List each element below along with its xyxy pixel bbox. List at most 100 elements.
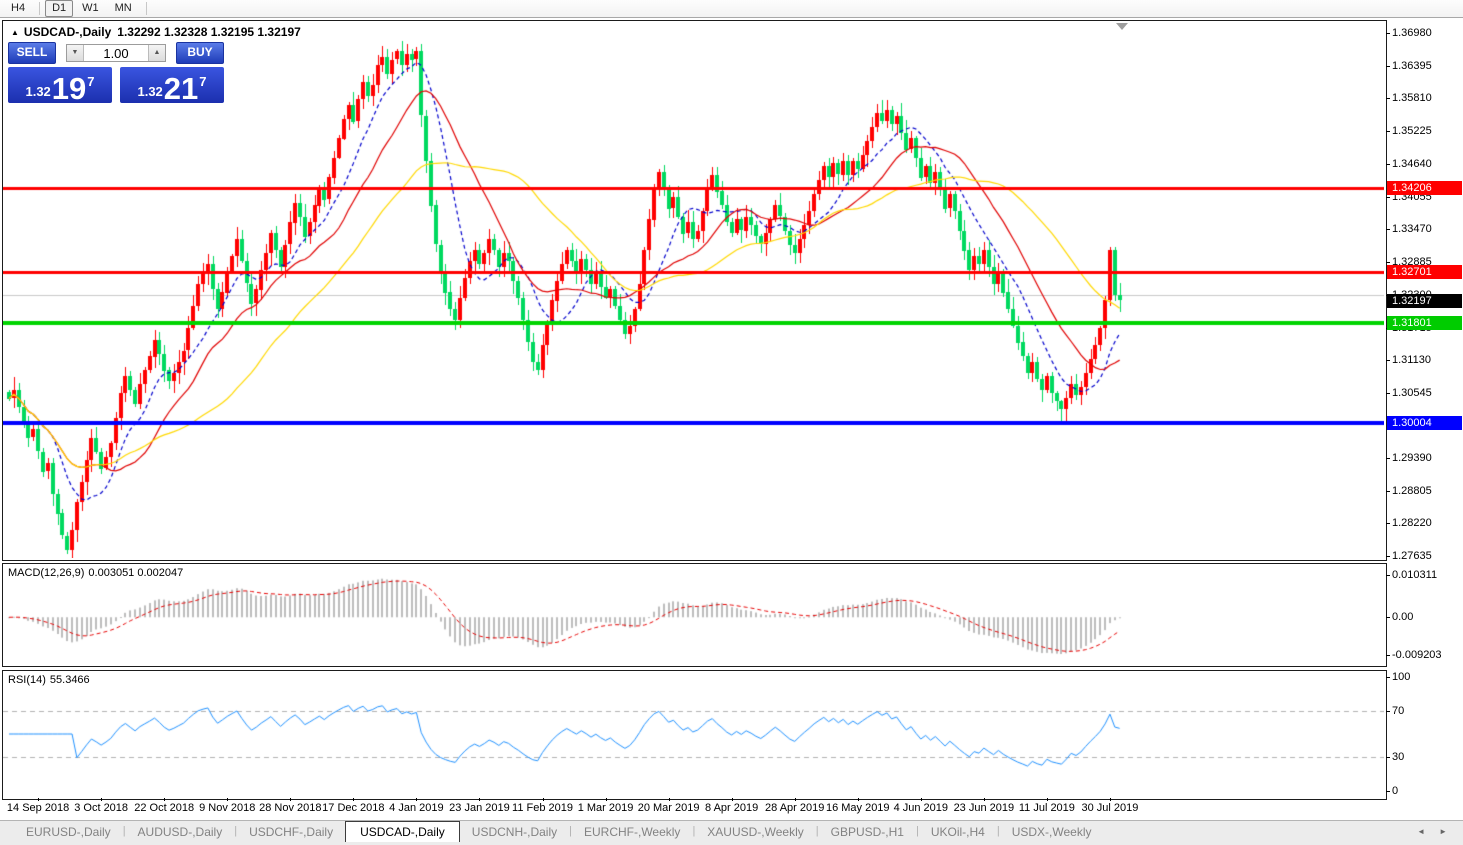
buy-price-main: 21 xyxy=(163,71,199,106)
timeframe-button-h4[interactable]: H4 xyxy=(11,2,26,14)
price-axis-label: 1.28220 xyxy=(1392,517,1432,530)
timeframe-button-w1[interactable]: W1 xyxy=(82,2,99,14)
tab-usdcnh-daily[interactable]: USDCNH-,Daily xyxy=(471,825,558,839)
price-chart-canvas[interactable] xyxy=(3,21,1384,558)
tab-separator: | xyxy=(122,825,126,837)
ohlc-readout: 1.32292 1.32328 1.32195 1.32197 xyxy=(117,25,301,39)
date-axis-label: 30 Jul 2019 xyxy=(1081,802,1139,814)
tab-eurchf-weekly[interactable]: EURCHF-,Weekly xyxy=(583,825,681,839)
date-axis-label: 16 May 2019 xyxy=(825,802,890,814)
date-axis-label: 28 Apr 2019 xyxy=(765,802,825,814)
price-level-badge: 1.30004 xyxy=(1387,416,1462,431)
chart-tabs: EURUSD-,Daily | AUDUSD-,Daily | USDCHF-,Dail… xyxy=(0,820,1463,845)
chart-shift-marker-icon[interactable] xyxy=(1116,23,1128,30)
sell-button[interactable]: SELL xyxy=(8,42,56,64)
price-axis-label: 1.36395 xyxy=(1392,59,1432,72)
price-axis-label: 1.35225 xyxy=(1392,125,1432,138)
timeframe-button-mn[interactable]: MN xyxy=(114,2,132,14)
tab-eurusd-daily[interactable]: EURUSD-,Daily xyxy=(26,825,111,839)
macd-axis-label: 0.00 xyxy=(1392,611,1414,624)
macd-axis-label: -0.009203 xyxy=(1392,649,1442,661)
rsi-axis-label: 30 xyxy=(1392,750,1405,763)
tab-separator: | xyxy=(996,825,1000,837)
price-axis-label: 1.36980 xyxy=(1392,26,1432,39)
tab-separator: | xyxy=(915,825,919,837)
chart-title-bar: ▲ USDCAD-,Daily 1.32292 1.32328 1.32195 1.… xyxy=(11,25,301,39)
date-axis-label: 8 Apr 2019 xyxy=(705,802,759,814)
tab-ukoil-h4[interactable]: UKOil-,H4 xyxy=(930,825,985,839)
volume-input[interactable]: 1.00 xyxy=(103,45,129,61)
date-axis-label: 9 Nov 2018 xyxy=(199,802,256,814)
tab-xauusd-weekly[interactable]: XAUUSD-,Weekly xyxy=(707,825,804,839)
tab-scroll-right-icon[interactable]: ► xyxy=(1439,827,1447,836)
timeframe-toolbar: H4 D1 W1 MN xyxy=(0,0,1463,18)
date-axis-label: 17 Dec 2018 xyxy=(322,802,385,814)
rsi-canvas[interactable] xyxy=(3,671,1384,797)
price-axis-label: 1.31130 xyxy=(1392,354,1431,367)
tab-scroll-left-icon[interactable]: ◄ xyxy=(1417,827,1426,836)
date-axis-label: 14 Sep 2018 xyxy=(6,802,70,814)
macd-axis-label: 0.010311 xyxy=(1392,569,1438,581)
rsi-value: 55.3466 xyxy=(49,674,90,686)
buy-button[interactable]: BUY xyxy=(176,42,224,64)
date-axis-label: 4 Jun 2019 xyxy=(893,802,949,814)
tab-separator: | xyxy=(815,825,819,837)
date-axis-label: 23 Jun 2019 xyxy=(953,802,1015,814)
rsi-axis-label: 100 xyxy=(1392,671,1411,683)
buy-price-prefix: 1.32 xyxy=(137,84,163,99)
buy-price-sup: 7 xyxy=(199,74,207,89)
price-level-badge: 1.31801 xyxy=(1387,315,1462,330)
macd-label: MACD(12,26,9) 0.003051 0.002047 xyxy=(8,567,187,579)
tab-usdchf-daily[interactable]: USDCHF-,Daily xyxy=(249,825,334,839)
tab-separator: | xyxy=(569,825,572,837)
price-axis-label: 1.28805 xyxy=(1392,484,1432,497)
tab-usdx-weekly[interactable]: USDX-,Weekly xyxy=(1011,825,1092,839)
sell-price-main: 19 xyxy=(51,71,87,106)
volume-increase-icon[interactable]: ▲ xyxy=(148,45,165,61)
rsi-axis-label: 70 xyxy=(1392,705,1405,718)
rsi-panel: RSI(14) 55.3466 xyxy=(2,670,1387,800)
tab-audusd-daily[interactable]: AUDUSD-,Daily xyxy=(137,825,223,839)
date-axis-label: 11 Jul 2019 xyxy=(1018,802,1075,814)
date-axis-label: 22 Oct 2018 xyxy=(134,802,195,814)
sell-price-box[interactable]: 1.32 19 7 xyxy=(8,67,112,106)
price-axis-label: 1.33470 xyxy=(1392,223,1432,236)
price-level-badge: 1.34206 xyxy=(1387,181,1462,196)
price-axis-label: 1.31715 xyxy=(1392,321,1432,334)
collapse-panel-icon[interactable]: ▲ xyxy=(11,28,19,37)
price-axis-label: 1.34640 xyxy=(1392,157,1432,170)
price-axis-label: 1.34055 xyxy=(1392,190,1432,203)
date-axis-label: 3 Oct 2018 xyxy=(74,802,129,814)
macd-panel: MACD(12,26,9) 0.003051 0.002047 xyxy=(2,563,1387,667)
price-axis-label: 1.32885 xyxy=(1392,256,1432,269)
toolbar-separator xyxy=(145,2,147,15)
price-level-badge: 1.32701 xyxy=(1387,265,1462,280)
sell-price-prefix: 1.32 xyxy=(25,84,51,99)
rsi-name: RSI(14) xyxy=(8,674,46,686)
volume-stepper: ▼ 1.00 ▲ xyxy=(66,44,166,62)
one-click-trading-panel: SELL ▼ 1.00 ▲ BUY 1.32 19 7 1.32 21 7 xyxy=(8,42,224,106)
sell-price-sup: 7 xyxy=(87,74,95,89)
date-axis-label: 4 Jan 2019 xyxy=(389,802,444,814)
date-axis-label: 20 Mar 2019 xyxy=(637,802,700,814)
macd-canvas[interactable] xyxy=(3,564,1384,664)
tab-gbpusd-h1[interactable]: GBPUSD-,H1 xyxy=(830,825,904,839)
date-axis-label: 1 Mar 2019 xyxy=(577,802,634,814)
price-axis-label: 1.29390 xyxy=(1392,451,1432,464)
macd-values: 0.003051 0.002047 xyxy=(88,567,184,579)
rsi-label: RSI(14) 55.3466 xyxy=(8,674,94,686)
tab-separator: | xyxy=(692,825,696,837)
symbol-title: USDCAD-,Daily xyxy=(23,25,112,39)
buy-price-box[interactable]: 1.32 21 7 xyxy=(120,67,224,106)
tab-scroll-arrows: ◄ ► xyxy=(1417,827,1447,836)
price-axis-label: 1.35810 xyxy=(1392,92,1432,105)
timeframe-button-d1[interactable]: D1 xyxy=(45,0,74,17)
price-axis-label: 1.30545 xyxy=(1392,387,1432,400)
price-axis-label: 1.32300 xyxy=(1392,288,1432,301)
toolbar-separator xyxy=(39,2,41,15)
volume-decrease-icon[interactable]: ▼ xyxy=(67,45,84,61)
rsi-axis-label: 0 xyxy=(1392,785,1399,797)
macd-name: MACD(12,26,9) xyxy=(8,567,85,579)
tab-usdcad-daily[interactable]: USDCAD-,Daily xyxy=(345,821,460,842)
